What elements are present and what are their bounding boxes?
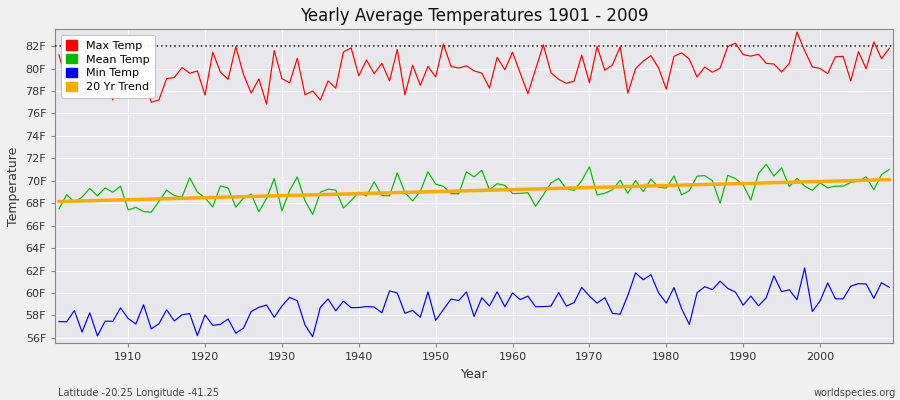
Legend: Max Temp, Mean Temp, Min Temp, 20 Yr Trend: Max Temp, Mean Temp, Min Temp, 20 Yr Tre… — [60, 35, 156, 98]
Text: Latitude -20.25 Longitude -41.25: Latitude -20.25 Longitude -41.25 — [58, 388, 220, 398]
Y-axis label: Temperature: Temperature — [7, 147, 20, 226]
Text: worldspecies.org: worldspecies.org — [814, 388, 896, 398]
Title: Yearly Average Temperatures 1901 - 2009: Yearly Average Temperatures 1901 - 2009 — [300, 7, 648, 25]
X-axis label: Year: Year — [461, 368, 488, 381]
